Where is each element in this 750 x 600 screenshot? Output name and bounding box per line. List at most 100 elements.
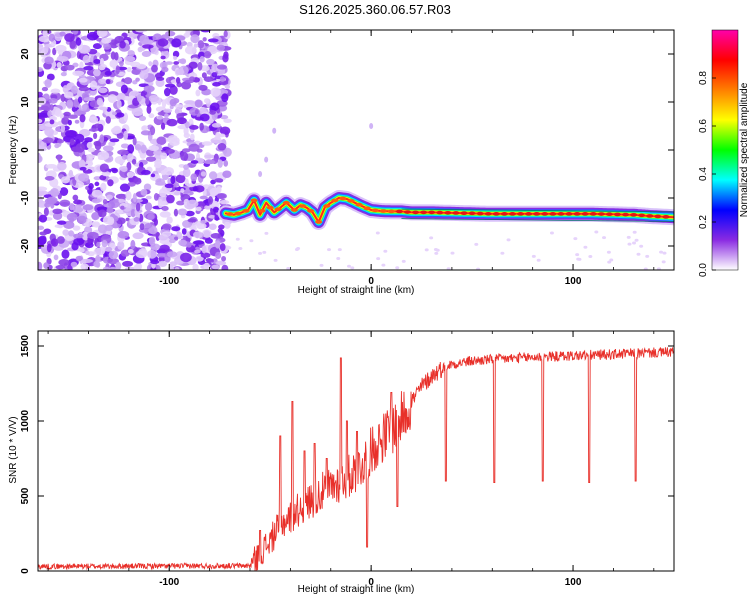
- noise-blob: [130, 91, 140, 97]
- noise-blob: [173, 55, 178, 60]
- noise-blob: [121, 154, 128, 160]
- ridge-peak: [508, 212, 516, 216]
- noise-blob: [63, 111, 71, 117]
- noise-blob: [203, 160, 216, 165]
- noise-blob: [75, 255, 83, 262]
- noise-blob: [98, 64, 106, 71]
- noise-blob: [98, 87, 108, 94]
- noise-blob: [137, 46, 143, 53]
- noise-blob: [116, 112, 125, 118]
- noise-blob: [52, 208, 63, 215]
- noise-blob: [206, 58, 215, 66]
- noise-blob: [67, 119, 72, 126]
- noise-blob: [175, 174, 186, 184]
- noise-blob: [94, 141, 102, 151]
- noise-blob: [161, 99, 167, 109]
- spectrogram-ridge: [217, 123, 674, 230]
- noise-blob: [93, 247, 105, 256]
- noise-blob: [210, 87, 221, 97]
- noise-blob: [139, 223, 145, 231]
- noise-blob: [65, 64, 75, 71]
- noise-blob: [54, 224, 64, 229]
- noise-blob: [645, 254, 650, 258]
- noise-blob: [68, 230, 75, 237]
- noise-blob: [179, 66, 184, 76]
- noise-blob: [173, 61, 180, 65]
- noise-blob: [50, 238, 59, 247]
- noise-blob: [175, 76, 181, 84]
- noise-blob: [506, 238, 511, 242]
- noise-blob: [148, 236, 156, 246]
- noise-blob: [38, 214, 48, 223]
- noise-blob: [147, 87, 152, 97]
- noise-blob: [656, 267, 661, 270]
- noise-blob: [178, 239, 188, 246]
- noise-blob: [82, 54, 91, 64]
- noise-blob: [56, 61, 62, 69]
- noise-blob: [200, 30, 211, 33]
- noise-blob: [174, 267, 180, 270]
- noise-blob: [166, 118, 178, 127]
- noise-blob: [98, 78, 107, 85]
- ridge-peak: [484, 211, 492, 216]
- noise-blob: [58, 259, 70, 266]
- noise-blob: [77, 215, 87, 224]
- noise-blob: [198, 84, 208, 91]
- ridge-peak: [549, 212, 557, 216]
- colorbar: 0.0 0.2 0.4 0.6 0.8 Normalized spectral ampl…: [698, 29, 750, 277]
- noise-blob: [101, 240, 108, 248]
- colorbar-ticks: 0.0 0.2 0.4 0.6 0.8: [698, 71, 716, 277]
- noise-blob: [184, 45, 197, 55]
- noise-blob: [184, 178, 189, 186]
- noise-blob: [183, 164, 190, 170]
- noise-blob: [197, 61, 203, 71]
- noise-blob: [59, 31, 66, 37]
- noise-blob: [395, 266, 400, 270]
- noise-blob: [180, 252, 192, 263]
- snr-y-tick-label: 0: [20, 568, 31, 574]
- noise-blob: [48, 33, 56, 42]
- noise-blob: [208, 223, 217, 230]
- noise-blob: [195, 89, 201, 97]
- noise-blob: [83, 97, 95, 102]
- noise-blob: [446, 267, 451, 270]
- ridge-peak: [266, 205, 274, 210]
- spectrogram-x-tick-label: -100: [159, 276, 179, 287]
- noise-blob: [575, 253, 580, 257]
- colorbar-tick-label: 0.4: [698, 167, 709, 181]
- noise-blob: [72, 204, 84, 213]
- noise-blob: [192, 263, 199, 270]
- noise-blob: [104, 51, 111, 56]
- noise-blob: [116, 209, 124, 214]
- noise-blob: [56, 154, 62, 162]
- noise-blob: [86, 141, 93, 149]
- noise-blob: [48, 97, 58, 104]
- noise-blob: [204, 50, 212, 59]
- noise-blob: [68, 169, 74, 177]
- noise-blob: [77, 96, 83, 104]
- noise-blob: [82, 204, 94, 211]
- ridge-peak: [355, 202, 363, 207]
- noise-blob: [116, 92, 126, 102]
- noise-blob: [200, 220, 207, 224]
- noise-blob: [127, 249, 134, 254]
- noise-blob: [602, 236, 607, 240]
- noise-blob: [92, 43, 102, 50]
- noise-blob: [72, 70, 85, 77]
- noise-blob: [197, 40, 205, 49]
- noise-blob: [93, 69, 101, 77]
- noise-blob: [67, 114, 78, 119]
- noise-blob: [156, 136, 167, 145]
- snr-x-ticks: -100 0 100: [47, 331, 655, 588]
- noise-blob: [199, 195, 208, 200]
- ridge-peak: [533, 212, 541, 216]
- noise-blob: [71, 85, 78, 94]
- ridge-peak: [662, 215, 670, 219]
- noise-blob: [127, 144, 135, 154]
- snr-x-tick-label: 100: [565, 577, 582, 588]
- snr-x-tick-label: 0: [368, 577, 374, 588]
- ridge-peak: [412, 210, 420, 215]
- stray-feature: [369, 123, 374, 129]
- noise-blob: [79, 166, 87, 171]
- noise-blob: [153, 149, 162, 156]
